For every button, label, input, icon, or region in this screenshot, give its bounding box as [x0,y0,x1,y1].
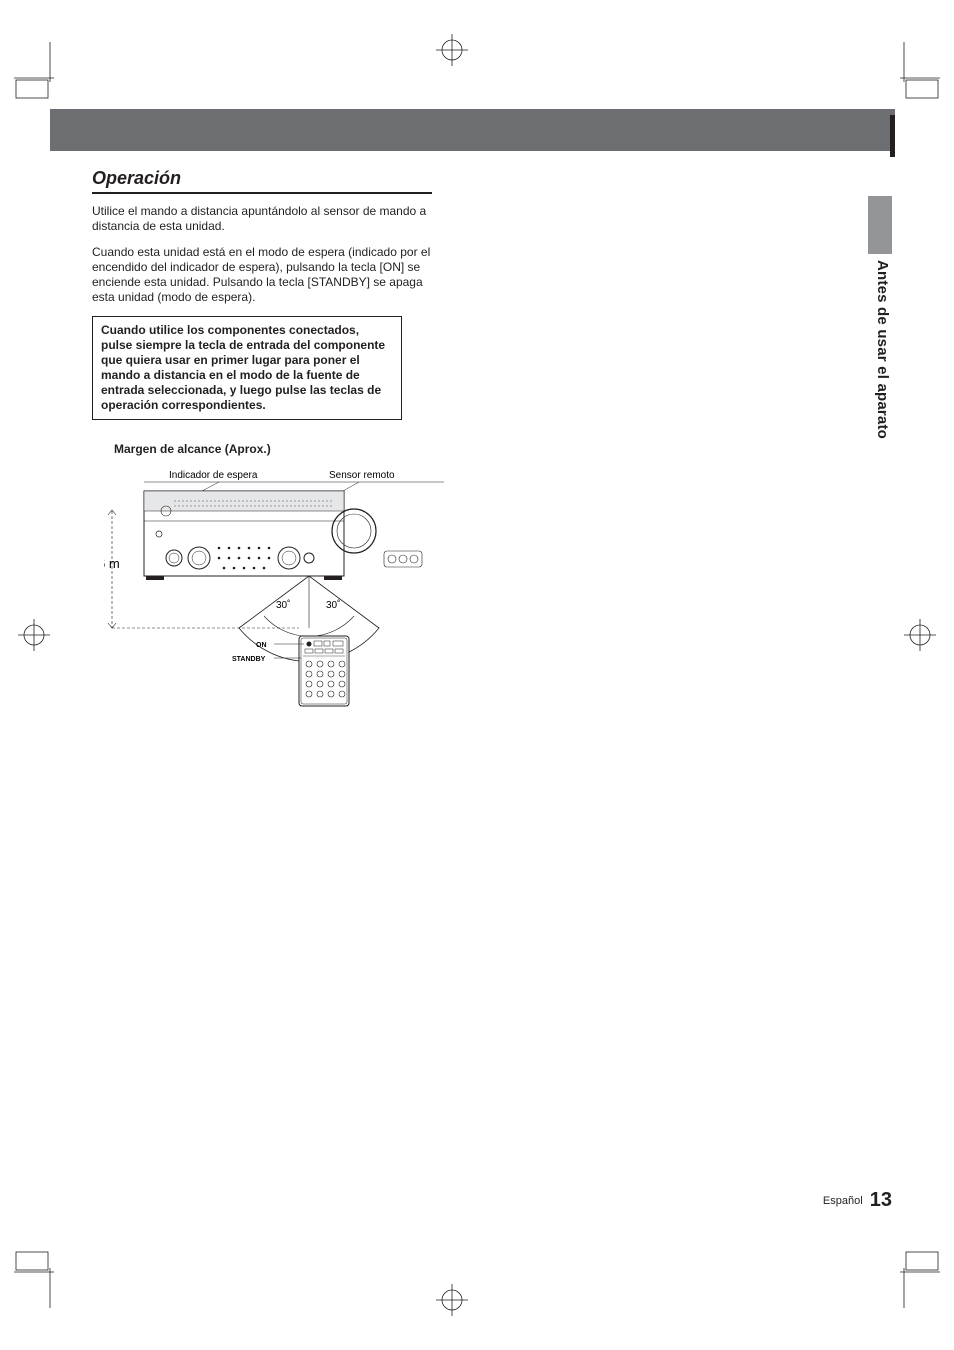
distance-label: 6 m [104,556,120,571]
on-label: ON [256,642,267,649]
remote-illustration [299,636,349,706]
reg-mark-top [432,30,472,70]
paragraph-2: Cuando esta unidad está en el modo de es… [92,245,432,305]
page-number: 13 [870,1189,892,1211]
side-tab [868,196,892,254]
label-standby-indicator: Indicador de espera [169,470,258,481]
paragraph-1: Utilice el mando a distancia apuntándolo… [92,204,432,234]
footer: Español 13 [823,1189,892,1212]
angle-right: 30˚ [326,599,340,611]
side-label: Antes de usar el aparato [874,260,891,439]
footer-lang: Español [823,1195,863,1207]
label-sensor: Sensor remoto [329,470,395,481]
crop-mark-br [880,1248,940,1308]
section-title: Operación [92,168,432,194]
note-box: Cuando utilice los componentes conectado… [92,316,402,420]
main-content: Operación Utilice el mando a distancia a… [92,168,432,741]
range-subhead: Margen de alcance (Aprox.) [114,442,432,456]
reg-mark-right [900,615,940,655]
range-diagram: Indicador de espera Sensor remoto [104,466,432,741]
angle-left: 30˚ [276,599,290,611]
reg-mark-left [14,615,54,655]
crop-mark-tl [14,42,74,102]
header-bar [50,109,895,151]
standby-label: STANDBY [232,656,266,663]
header-bar-shadow [890,115,895,157]
crop-mark-tr [880,42,940,102]
crop-mark-bl [14,1248,74,1308]
reg-mark-bottom [432,1280,472,1320]
